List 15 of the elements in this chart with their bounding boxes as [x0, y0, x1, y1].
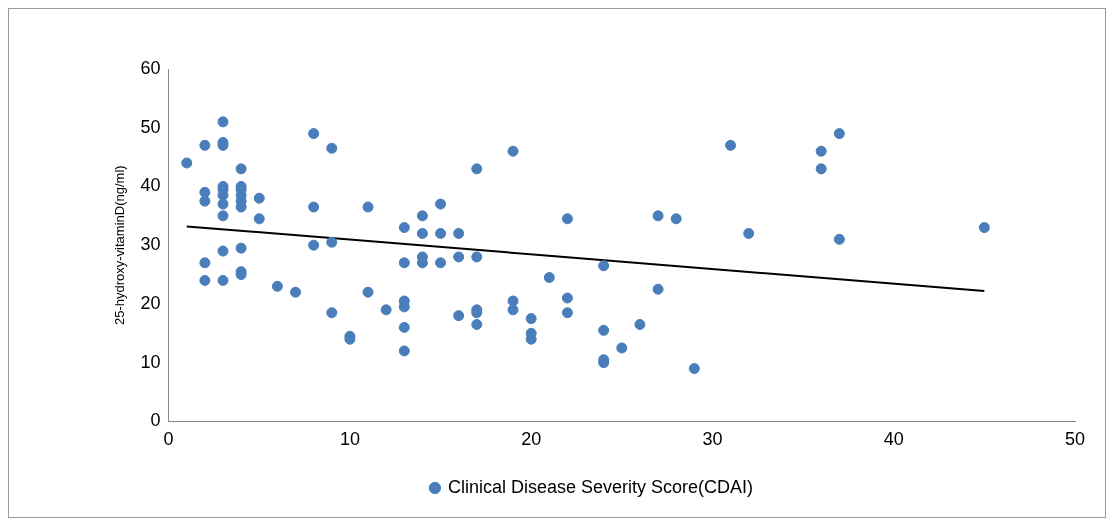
x-tick-label: 0 [163, 429, 174, 450]
y-tick-label: 0 [150, 410, 161, 431]
y-tick-label: 20 [140, 292, 161, 313]
x-tick-label: 10 [339, 429, 360, 450]
x-tick-label: 30 [702, 429, 723, 450]
x-tick-label: 20 [521, 429, 542, 450]
y-tick-label: 40 [140, 175, 161, 196]
x-tick-label: 50 [1064, 429, 1086, 450]
y-axis-title: 25-hydroxy-vitaminD(ng/ml) [112, 165, 128, 326]
x-tick-label: 40 [883, 429, 904, 450]
y-tick-label: 10 [140, 351, 161, 372]
y-tick-label: 60 [140, 57, 161, 78]
legend-label: Clinical Disease Severity Score(CDAI) [447, 476, 754, 497]
y-tick-label: 50 [140, 116, 161, 137]
y-tick-label: 30 [140, 234, 161, 255]
